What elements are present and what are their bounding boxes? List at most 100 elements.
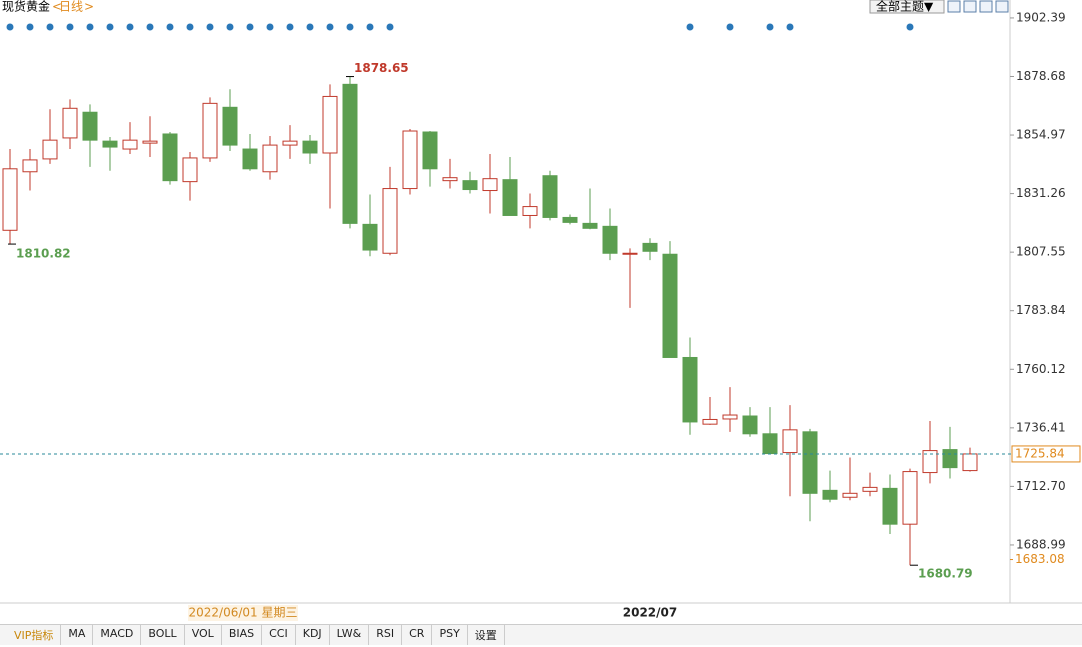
event-dot <box>286 23 294 31</box>
indicator-tab[interactable]: MACD <box>93 625 142 645</box>
indicator-tab[interactable]: MA <box>61 625 94 645</box>
event-dot <box>6 23 14 31</box>
event-dot <box>226 23 234 31</box>
y-tick-label: 1902.39 <box>1016 10 1066 24</box>
candle-body <box>202 102 218 159</box>
candle-body <box>262 144 278 173</box>
theme-button[interactable] <box>869 0 945 14</box>
candle-body <box>182 157 198 183</box>
candle-body <box>842 492 858 498</box>
event-dot <box>306 23 314 31</box>
event-dot <box>766 23 774 31</box>
indicator-tab[interactable]: LW& <box>330 625 370 645</box>
period-open: < <box>52 0 62 14</box>
theme-button-label[interactable]: 全部主题▼ <box>876 0 934 14</box>
candle-body <box>242 148 258 170</box>
indicator-tab[interactable]: VIP指标 <box>0 625 62 645</box>
indicator-tab[interactable]: CR <box>402 625 433 645</box>
candle-body <box>822 489 838 500</box>
candle-body <box>342 83 358 224</box>
chart: 现货黄金 < 日线 > 全部主题▼ 2022/06/01 星期三 1902.39… <box>0 0 1082 621</box>
y-tick-label: 1878.68 <box>1016 69 1066 83</box>
candle-body <box>582 222 598 229</box>
indicator-tab[interactable]: RSI <box>369 625 403 645</box>
candle-body <box>42 139 58 160</box>
event-dot <box>46 23 54 31</box>
event-dot <box>146 23 154 31</box>
candle-body <box>782 429 798 454</box>
candle-body <box>442 177 458 182</box>
candle-body <box>402 130 418 190</box>
candle-body <box>142 140 158 144</box>
indicator-tab[interactable]: PSY <box>432 625 468 645</box>
candle-body <box>802 431 818 494</box>
candle-body <box>362 223 378 251</box>
candle-body <box>62 107 78 139</box>
candle-body <box>222 106 238 146</box>
candle-body <box>522 206 538 216</box>
y-tick-label: 1854.97 <box>1016 128 1066 142</box>
event-dot <box>26 23 34 31</box>
event-dot <box>366 23 374 31</box>
candle-body <box>662 253 678 358</box>
candle-body <box>102 140 118 148</box>
candle-body <box>722 414 738 420</box>
candle-body <box>22 159 38 173</box>
y-tick-label: 1783.84 <box>1016 303 1066 317</box>
candle-body <box>282 140 298 146</box>
event-dot <box>66 23 74 31</box>
last-price-box <box>1011 445 1081 463</box>
candle-body <box>902 471 918 525</box>
crosshair-date: 2022/06/01 星期三 <box>189 606 298 620</box>
candle-body <box>562 216 578 223</box>
indicator-tab[interactable]: VOL <box>185 625 222 645</box>
event-dot <box>206 23 214 31</box>
event-dot <box>246 23 254 31</box>
candle-body <box>862 486 878 492</box>
event-dot <box>186 23 194 31</box>
indicator-tab[interactable]: CCI <box>262 625 296 645</box>
candle-body <box>122 139 138 150</box>
x-tick-label: 2022/07 <box>623 606 677 620</box>
candle-body <box>962 453 978 472</box>
event-dot <box>166 23 174 31</box>
toolbar-icons[interactable] <box>947 0 1009 13</box>
y-tick-label: 1831.26 <box>1016 186 1066 200</box>
event-dot <box>126 23 134 31</box>
last-price-label: 1725.84 <box>1015 446 1065 460</box>
y-tick-label: 1736.41 <box>1016 420 1066 434</box>
bottom-price-label: 1683.08 <box>1015 552 1065 566</box>
candle-body <box>602 225 618 254</box>
indicator-tab[interactable]: 设置 <box>468 625 505 645</box>
crosshair-date-box <box>188 605 298 621</box>
candle-body <box>682 356 698 423</box>
annotation: 1810.82 <box>16 247 71 261</box>
candle-body <box>542 175 558 218</box>
event-dot <box>726 23 734 31</box>
annotation: 1878.65 <box>354 61 409 75</box>
period: 日线 <box>59 0 83 14</box>
event-dot <box>686 23 694 31</box>
candle-body <box>462 180 478 191</box>
indicator-tab[interactable]: KDJ <box>296 625 330 645</box>
candle-body <box>742 415 758 435</box>
indicator-tab[interactable]: BIAS <box>222 625 263 645</box>
candle-body <box>642 242 658 252</box>
y-tick-label: 1760.12 <box>1016 362 1066 376</box>
period-close: > <box>84 0 94 14</box>
candle-body <box>622 252 638 255</box>
indicator-tab[interactable]: BOLL <box>141 625 185 645</box>
event-dot <box>106 23 114 31</box>
candle-body <box>702 418 718 425</box>
candle-body <box>882 487 898 525</box>
candle-body <box>502 179 518 216</box>
indicator-tabs: VIP指标 MA MACD BOLL VOL BIAS CCI KDJ LW& RSI CR PSY 设… <box>0 624 1082 645</box>
annotation: 1680.79 <box>918 567 973 581</box>
candle-body <box>302 140 318 154</box>
symbol: 现货黄金 <box>2 0 50 14</box>
candle-body <box>922 450 938 474</box>
event-dot <box>906 23 914 31</box>
candle-body <box>322 95 338 154</box>
candle-body <box>382 188 398 254</box>
